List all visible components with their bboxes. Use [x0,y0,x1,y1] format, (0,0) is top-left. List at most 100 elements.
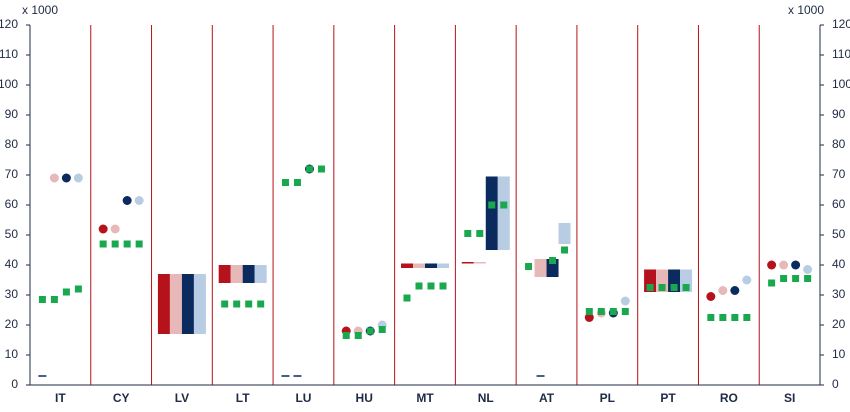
y-tick-label: 100 [0,77,18,91]
dot [73,173,83,183]
dot [61,173,71,183]
dot [706,292,716,301]
marker [111,240,119,248]
marker [670,284,678,291]
y-tick-label-right: 60 [832,197,846,211]
range-bar [473,262,486,264]
range-bar [181,274,194,334]
y-tick-label-right: 40 [832,257,846,271]
marker [439,282,447,290]
y-tick-label-right: 10 [832,347,846,361]
range-bar [254,265,267,283]
marker [585,308,593,315]
x-tick-label: NL [478,391,494,405]
y-unit-right: x 1000 [788,3,824,17]
range-bar [558,223,571,244]
range-bar [242,265,255,283]
marker [293,179,301,186]
marker [780,275,788,282]
x-tick-label: CY [113,391,130,405]
marker [500,201,508,209]
marker [525,263,533,270]
marker [281,179,289,186]
x-tick-label: IT [55,391,66,405]
marker [549,257,557,264]
dot [620,296,630,306]
x-tick-label: LV [175,391,189,405]
y-tick-label-right: 20 [832,317,846,331]
range-bar [230,265,243,283]
marker [621,308,629,315]
dot [779,260,789,270]
x-tick-label: PL [600,391,615,405]
marker [658,284,666,291]
marker [99,240,107,248]
marker [476,230,484,237]
range-bar [425,263,437,268]
marker [768,279,776,287]
marker [245,300,253,308]
dot [803,265,813,274]
marker [682,284,690,291]
x-tick-label: SI [784,391,795,405]
range-bar [193,274,206,334]
y-tick-label: 90 [5,107,19,121]
marker [221,300,229,308]
y-tick-label: 120 [0,17,18,31]
y-tick-label: 50 [5,227,19,241]
dot [730,286,740,295]
marker [646,284,654,291]
y-tick-label-right: 90 [832,107,846,121]
dot [122,196,132,205]
x-tick-label: MT [416,391,434,405]
y-tick-label-right: 70 [832,167,846,181]
x-tick-label: RO [720,391,738,405]
marker [609,308,617,315]
marker [135,240,143,248]
range-bar [437,263,449,268]
y-tick-label-right: 110 [832,47,850,61]
dot [134,196,144,205]
dot [791,260,801,270]
y-tick-label-right: 0 [832,377,839,391]
dot [98,224,108,234]
y-tick-label-right: 100 [832,77,850,91]
x-tick-label: LU [295,391,311,405]
marker [62,288,70,296]
x-tick-label: AT [539,391,555,405]
y-tick-label: 30 [5,287,19,301]
dot [584,313,594,322]
range-bar [534,259,547,277]
marker [792,275,800,282]
range-bar [497,176,510,250]
y-tick-label-right: 120 [832,17,850,31]
marker [427,282,435,290]
marker [317,165,325,173]
x-tick-label: PT [660,391,676,405]
marker [354,332,362,339]
range-bar [461,262,474,264]
marker [257,300,265,308]
y-tick-label: 40 [5,257,19,271]
dot [767,260,777,270]
range-bar [413,263,425,268]
y-tick-label: 110 [0,47,18,61]
marker [597,308,605,315]
marker [366,327,374,335]
marker [305,165,313,173]
marker [719,314,727,321]
dot [718,286,728,295]
y-tick-label-right: 50 [832,227,846,241]
marker [403,294,411,302]
range-bar [485,176,498,250]
marker [342,332,350,339]
marker [743,314,751,321]
marker [38,296,46,303]
y-tick-label: 70 [5,167,19,181]
range-bar [157,274,170,334]
marker [488,201,496,209]
x-tick-label: HU [356,391,373,405]
x-tick-label: LT [236,391,250,405]
range-bar [218,265,231,283]
